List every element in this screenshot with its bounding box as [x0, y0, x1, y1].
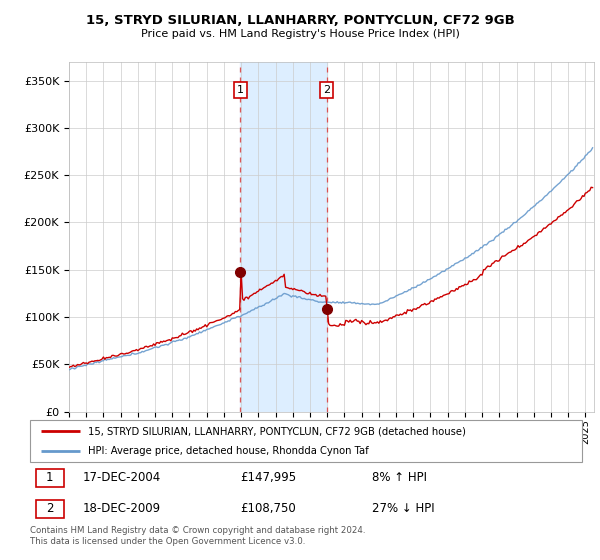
Text: £108,750: £108,750: [240, 502, 296, 515]
Text: 27% ↓ HPI: 27% ↓ HPI: [372, 502, 435, 515]
Text: HPI: Average price, detached house, Rhondda Cynon Taf: HPI: Average price, detached house, Rhon…: [88, 446, 369, 456]
Text: £147,995: £147,995: [240, 471, 296, 484]
Text: 18-DEC-2009: 18-DEC-2009: [82, 502, 161, 515]
Text: 8% ↑ HPI: 8% ↑ HPI: [372, 471, 427, 484]
Text: 15, STRYD SILURIAN, LLANHARRY, PONTYCLUN, CF72 9GB: 15, STRYD SILURIAN, LLANHARRY, PONTYCLUN…: [86, 14, 514, 27]
Text: 2: 2: [46, 502, 53, 515]
Bar: [35, 469, 64, 487]
Text: Price paid vs. HM Land Registry's House Price Index (HPI): Price paid vs. HM Land Registry's House …: [140, 29, 460, 39]
Text: 15, STRYD SILURIAN, LLANHARRY, PONTYCLUN, CF72 9GB (detached house): 15, STRYD SILURIAN, LLANHARRY, PONTYCLUN…: [88, 426, 466, 436]
Text: 1: 1: [46, 471, 53, 484]
Text: Contains HM Land Registry data © Crown copyright and database right 2024.
This d: Contains HM Land Registry data © Crown c…: [30, 526, 365, 546]
Bar: [241, 62, 326, 412]
Text: 1: 1: [237, 85, 244, 95]
Bar: [35, 500, 64, 517]
Text: 2: 2: [323, 85, 330, 95]
Text: 17-DEC-2004: 17-DEC-2004: [82, 471, 161, 484]
